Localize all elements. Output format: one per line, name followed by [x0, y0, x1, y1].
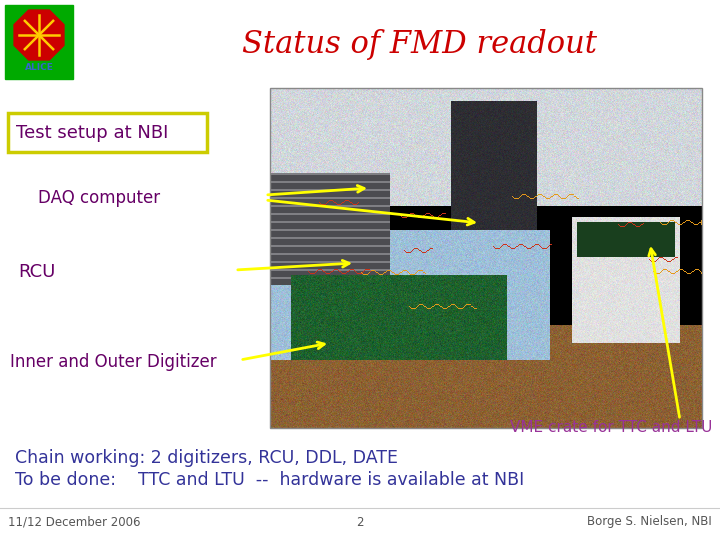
- Bar: [5, 5, 73, 79]
- Text: Test setup at NBI: Test setup at NBI: [16, 124, 168, 142]
- Text: DAQ computer: DAQ computer: [38, 189, 160, 207]
- Text: ALICE: ALICE: [24, 63, 53, 72]
- Polygon shape: [14, 10, 64, 60]
- Text: Inner and Outer Digitizer: Inner and Outer Digitizer: [10, 353, 217, 371]
- Bar: [270, 88, 702, 428]
- Text: VME crate for TTC and LTU: VME crate for TTC and LTU: [510, 421, 712, 435]
- Text: RCU: RCU: [18, 263, 55, 281]
- Text: Status of FMD readout: Status of FMD readout: [243, 30, 598, 60]
- Text: 11/12 December 2006: 11/12 December 2006: [8, 516, 140, 529]
- FancyBboxPatch shape: [8, 113, 207, 152]
- Text: 2: 2: [356, 516, 364, 529]
- Text: To be done:    TTC and LTU  --  hardware is available at NBI: To be done: TTC and LTU -- hardware is a…: [15, 471, 524, 489]
- Text: Borge S. Nielsen, NBI: Borge S. Nielsen, NBI: [588, 516, 712, 529]
- Text: Chain working: 2 digitizers, RCU, DDL, DATE: Chain working: 2 digitizers, RCU, DDL, D…: [15, 449, 398, 467]
